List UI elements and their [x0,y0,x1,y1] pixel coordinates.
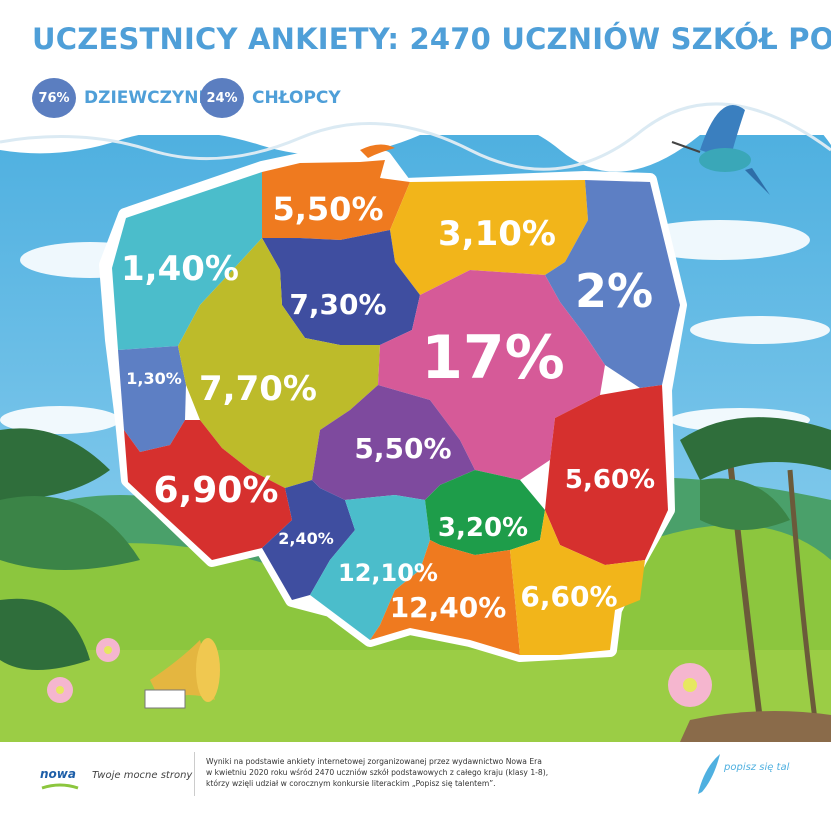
boys-label: CHŁOPCY [252,88,341,108]
note-line-3: którzy wzięli udział w corocznym konkurs… [206,779,496,788]
label-slaskie: 12,10% [338,559,438,587]
region-opolskie [262,480,355,600]
hummingbird-icon [671,105,770,195]
label-wielkopolskie: 7,70% [199,369,317,409]
page-title: UCZESTNICY ANKIETY: 2470 UCZNIÓW SZKÓŁ P… [32,22,831,56]
footer-divider [194,752,195,796]
region-kujawsko-pomorskie [262,230,420,345]
region-mazowieckie [378,270,605,480]
girls-label: DZIEWCZYNKI [84,88,218,108]
label-lodzkie: 5,50% [354,432,451,465]
region-malopolskie [370,540,520,655]
popisz-sie-talentem-logo: popisz się talentem [698,754,790,794]
slogan: Twoje mocne strony [92,770,193,781]
footer-note: Wyniki na podstawie ankiety internetowej… [206,756,586,789]
boys-percentage-badge: 24% [200,78,244,118]
region-lubelskie [545,385,668,565]
legend-girls: 76% DZIEWCZYNKI [32,78,218,118]
region-slaskie [310,495,430,640]
region-warminsko-mazurskie [390,180,588,295]
label-mazowieckie: 17% [421,323,565,393]
poland-map: 1,40% 5,50% 3,10% 2% 7,30% 1,30% 7,70% 1… [99,144,687,662]
region-zachodniopomorskie [112,172,262,350]
region-wielkopolskie [178,238,380,488]
svg-text:nowa era: nowa era [40,767,80,781]
label-lubelskie: 5,60% [565,465,655,495]
nowa-era-logo: nowa era [40,767,80,790]
region-podkarpackie [510,510,645,655]
svg-text:popisz się talentem: popisz się talentem [723,762,790,773]
footer [0,742,831,831]
label-podlaskie: 2% [575,264,653,318]
label-kujawsko-pomorskie: 7,30% [289,288,386,321]
girls-percentage-badge: 76% [32,78,76,118]
legend-boys: 24% CHŁOPCY [200,78,341,118]
label-malopolskie: 12,40% [390,591,507,624]
note-line-1: Wyniki na podstawie ankiety internetowej… [206,757,542,766]
label-lubuskie: 1,30% [126,369,182,388]
label-pomorskie: 5,50% [272,190,383,228]
region-swietokrzyskie [425,470,545,555]
region-podlaskie [545,180,680,388]
label-podkarpackie: 6,60% [520,580,617,613]
trumpet-icon [144,638,220,709]
label-warminsko-mazurskie: 3,10% [438,214,556,254]
label-dolnoslaskie: 6,90% [154,470,279,511]
note-line-2: w kwietniu 2020 roku wśród 2470 uczniów … [206,768,549,777]
region-pomorskie [262,160,410,240]
label-zachodniopomorskie: 1,40% [121,249,239,289]
label-swietokrzyskie: 3,20% [438,513,528,543]
region-dolnoslaskie [124,420,292,560]
region-lubuskie [118,346,186,452]
region-lodzkie [312,385,475,500]
label-opolskie: 2,40% [278,529,334,548]
